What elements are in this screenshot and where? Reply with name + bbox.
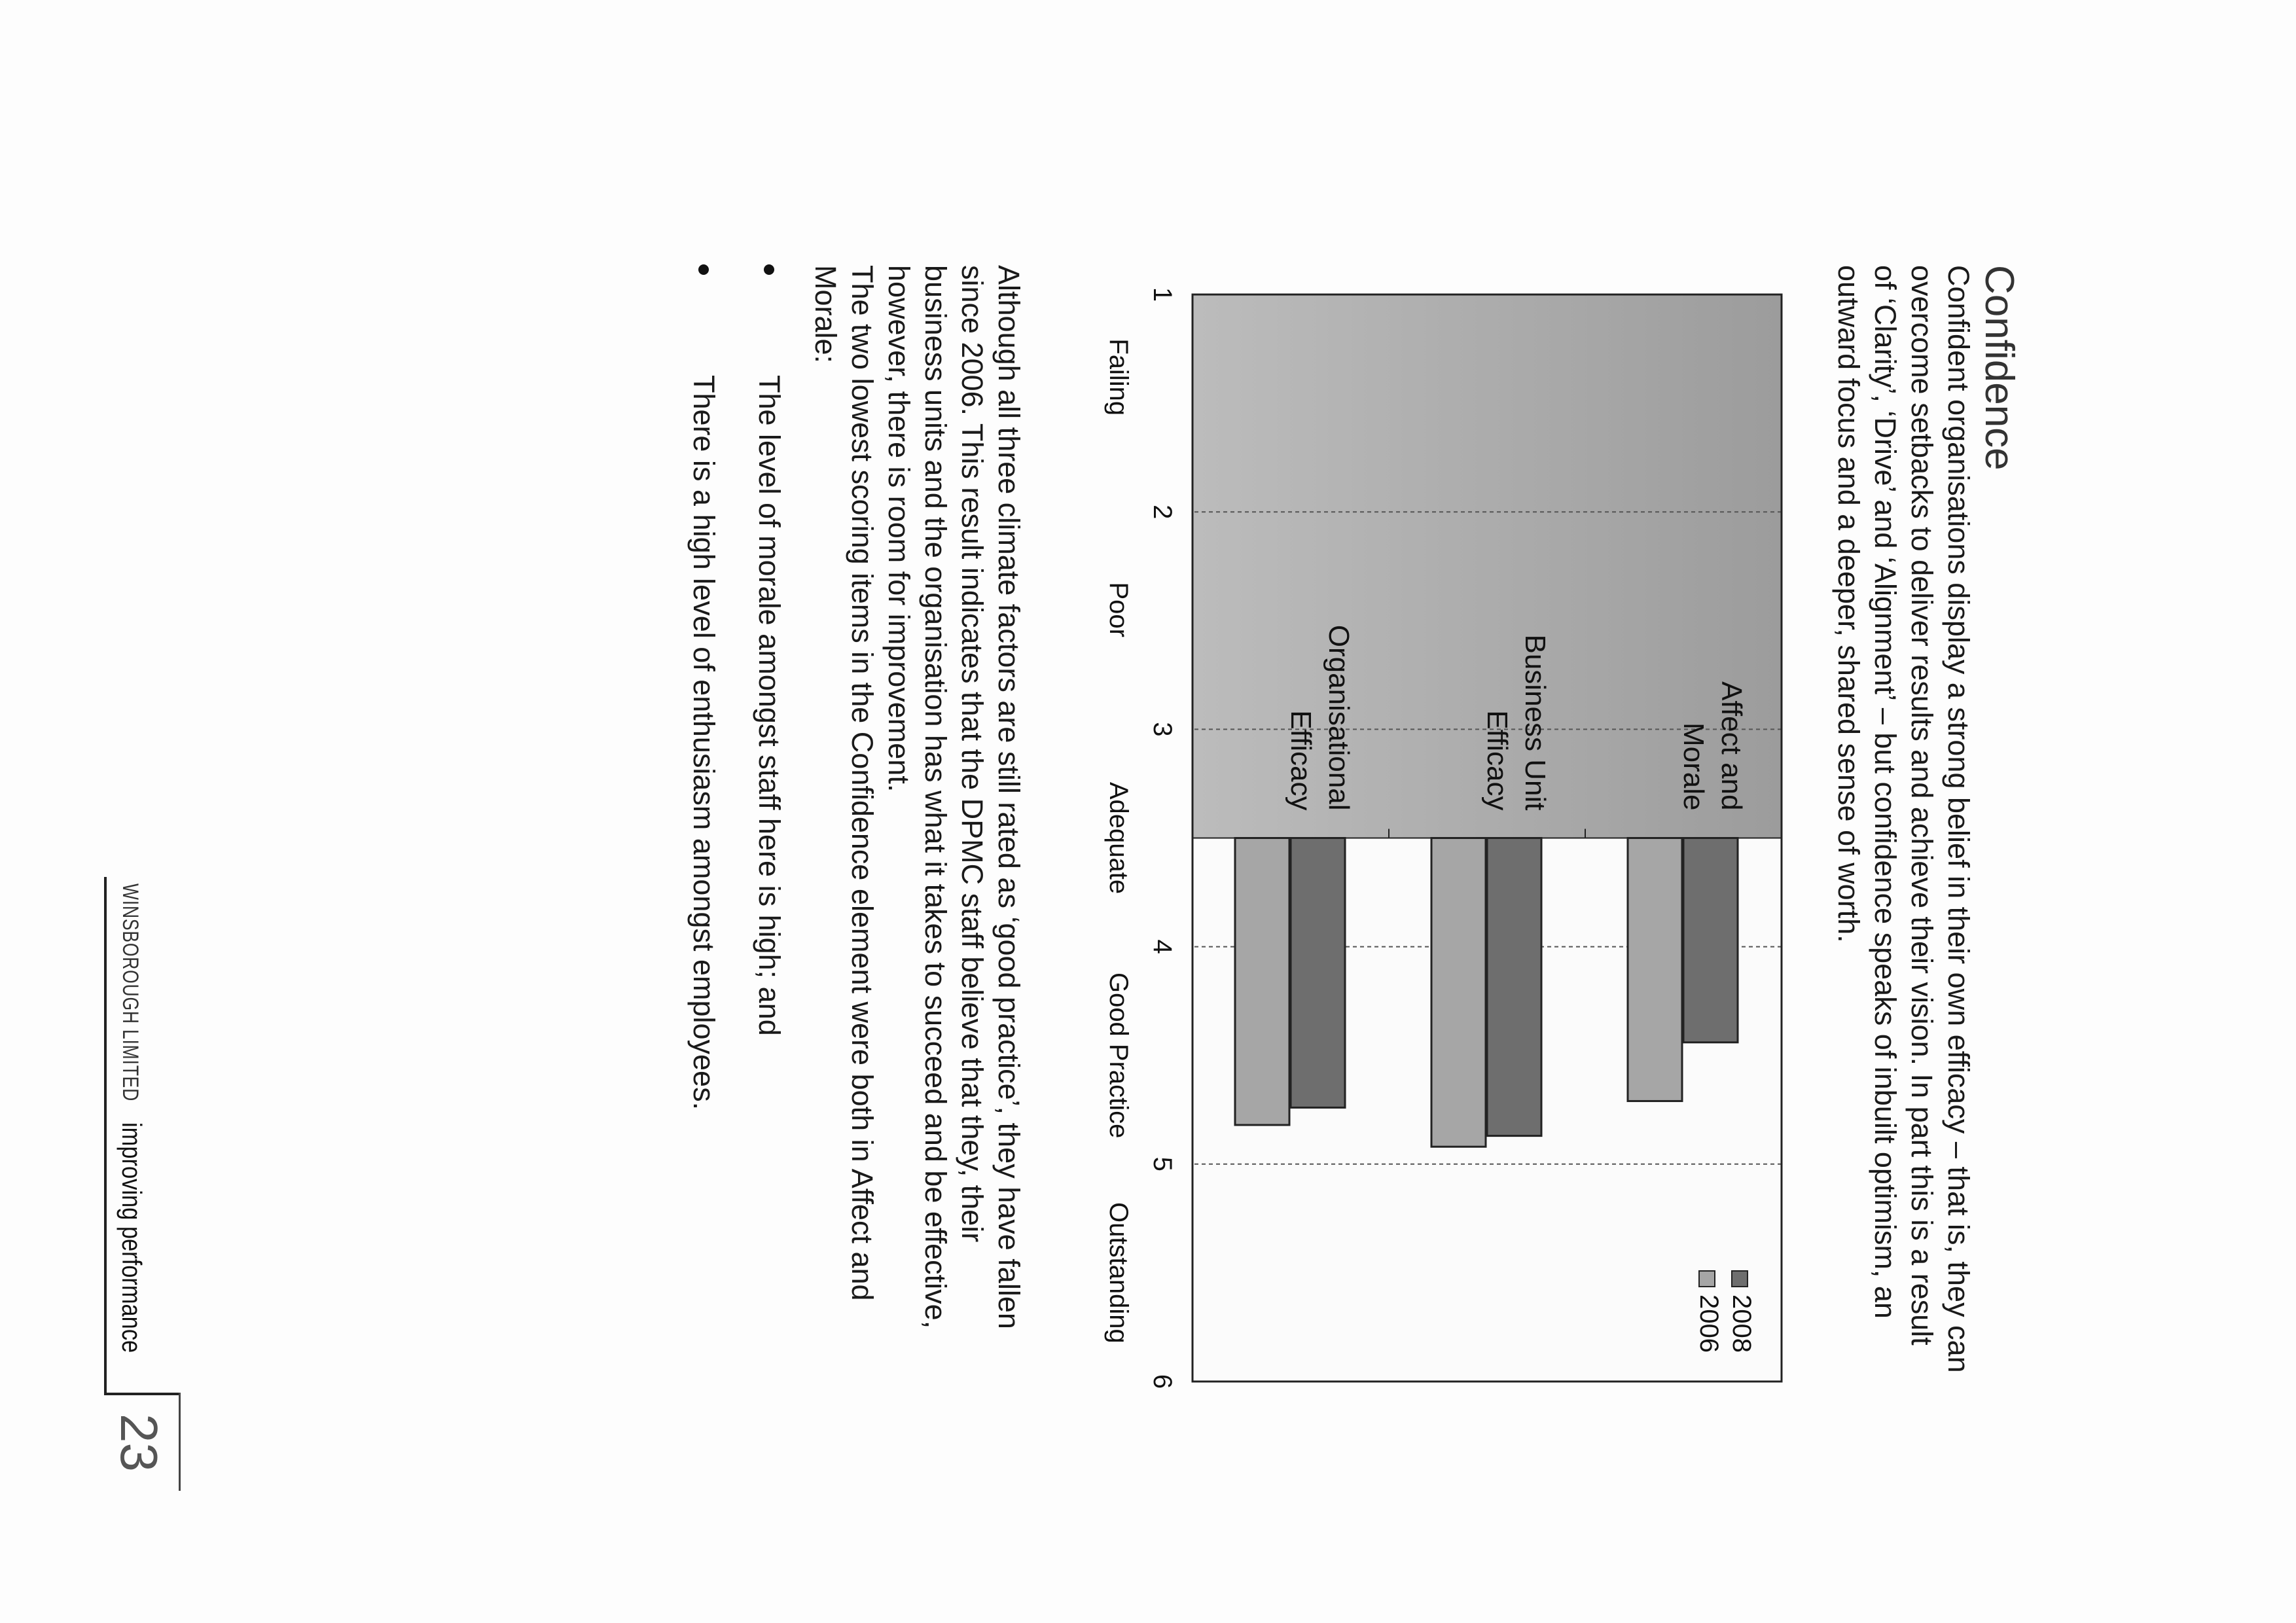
rating-label: Poor (1104, 582, 1133, 637)
rating-label: Failing (1104, 338, 1133, 416)
footer-rule (104, 877, 107, 1394)
rating-label: Adequate (1104, 782, 1133, 894)
bullet-icon (698, 264, 709, 275)
bar-2006 (1234, 837, 1291, 1126)
x-tick-label: 6 (1148, 1374, 1177, 1389)
bar-2008 (1289, 837, 1346, 1109)
page-number-rule-h (179, 1393, 181, 1491)
x-tick-label: 5 (1148, 1157, 1177, 1171)
footer-tagline: improving performance (117, 1122, 147, 1353)
analysis-line: however, there is room for improvement. (882, 265, 916, 793)
bar-2008 (1486, 837, 1543, 1137)
lowest-line: The two lowest scoring items in the Conf… (846, 265, 879, 1301)
x-tick-label: 4 (1148, 939, 1177, 954)
analysis-line: business units and the organisation has … (919, 265, 952, 1329)
legend-label: 2006 (1695, 1294, 1723, 1353)
x-tick-label: 3 (1148, 722, 1177, 736)
bar-2006 (1626, 837, 1683, 1102)
category-label: Affect and (1715, 681, 1748, 810)
category-label: Efficacy (1481, 710, 1513, 810)
x-tick-label: 2 (1148, 505, 1177, 519)
footer-company: WINSBOROUGH LIMITED (118, 883, 143, 1102)
page-number-rule-v (104, 1393, 181, 1395)
legend-label: 2008 (1727, 1294, 1756, 1353)
shaded-region (1193, 294, 1782, 838)
bar-2006 (1430, 837, 1487, 1148)
page-number: 23 (110, 1414, 168, 1472)
analysis-line: Although all three climate factors are s… (992, 265, 1026, 1329)
bullet-icon (764, 264, 774, 275)
category-label: Organisational (1323, 625, 1355, 811)
plot-border (1191, 293, 1783, 1383)
bullet-item: The level of morale amongst staff here i… (753, 375, 786, 1036)
bar-2008 (1682, 837, 1739, 1044)
legend-swatch-2006 (1698, 1270, 1715, 1287)
bullet-item: There is a high level of enthusiasm amon… (687, 375, 721, 1111)
rating-label: Good Practice (1104, 972, 1133, 1138)
rating-label: Outstanding (1104, 1202, 1133, 1344)
category-label: Efficacy (1285, 710, 1317, 810)
analysis-line: since 2006. This result indicates that t… (956, 265, 989, 1243)
category-label: Business Unit (1519, 634, 1551, 810)
x-tick-label: 1 (1148, 287, 1177, 302)
lowest-line: Morale: (809, 265, 842, 364)
legend-swatch-2008 (1731, 1270, 1748, 1287)
category-label: Morale (1677, 722, 1710, 811)
